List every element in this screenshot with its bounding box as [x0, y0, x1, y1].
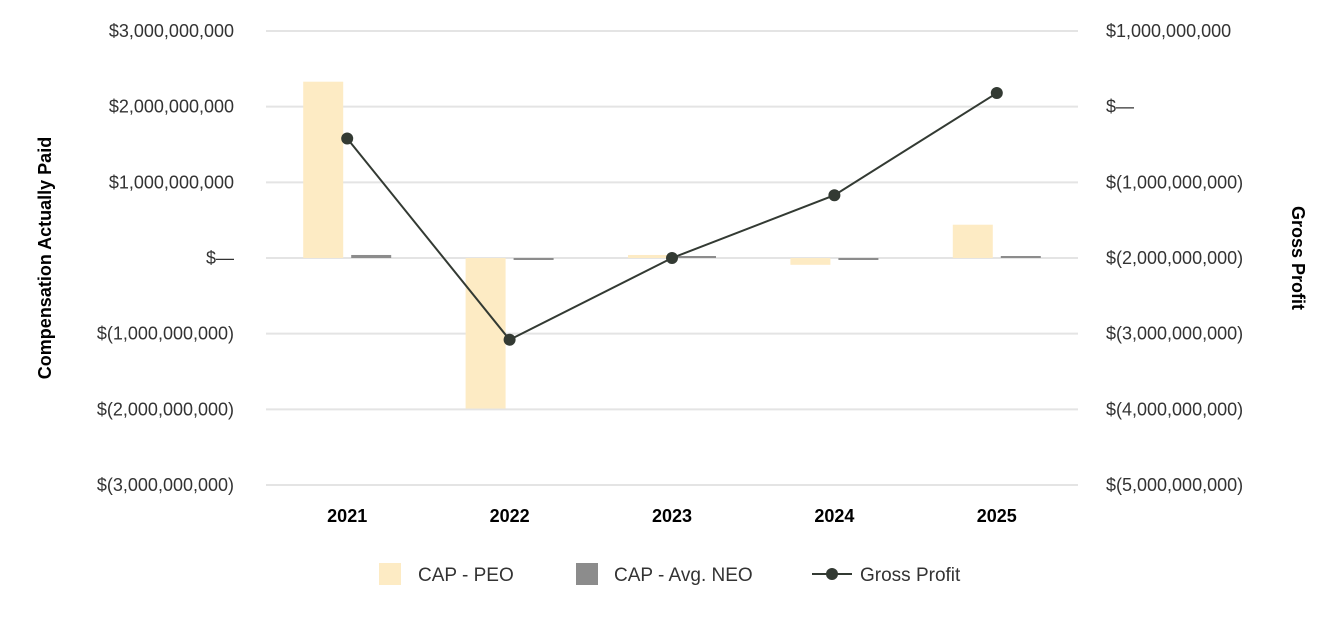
bars: [303, 81, 1041, 409]
legend-swatch-cap-avg-neo: [576, 563, 598, 585]
right-tick-label: $(2,000,000,000): [1106, 248, 1243, 268]
left-axis-ticks: $3,000,000,000 $2,000,000,000 $1,000,000,0…: [97, 21, 234, 495]
bar-cap-avg-neo: [838, 258, 879, 260]
left-axis-title: Compensation Actually Paid: [35, 137, 55, 379]
legend-swatch-gross-profit-marker: [826, 568, 838, 580]
right-tick-label: $(1,000,000,000): [1106, 172, 1243, 192]
left-tick-label: $1,000,000,000: [109, 172, 234, 192]
bar-cap-avg-neo: [1000, 256, 1041, 258]
gross-profit-point: [828, 189, 841, 202]
legend-swatch-cap-peo: [379, 563, 401, 585]
left-tick-label: $(3,000,000,000): [97, 475, 234, 495]
right-axis-ticks: $1,000,000,000 $— $(1,000,000,000) $(2,000,…: [1106, 21, 1243, 495]
bar-cap-avg-neo: [676, 256, 716, 258]
bar-cap-avg-neo: [513, 258, 554, 260]
bar-cap-peo: [628, 254, 668, 258]
gross-profit-point: [341, 132, 354, 145]
category-label: 2025: [977, 506, 1017, 526]
left-tick-label: $2,000,000,000: [109, 97, 234, 117]
right-tick-label: $(5,000,000,000): [1106, 475, 1243, 495]
gross-profit-point: [503, 333, 516, 346]
right-tick-label: $(3,000,000,000): [1106, 324, 1243, 344]
right-axis-title: Gross Profit: [1288, 206, 1308, 310]
left-tick-label: $—: [206, 248, 234, 268]
gross-profit-line: [346, 92, 998, 341]
right-tick-label: $1,000,000,000: [1106, 21, 1231, 41]
gross-profit-point: [990, 87, 1003, 100]
category-label: 2023: [652, 506, 692, 526]
bar-cap-peo: [790, 258, 831, 265]
bar-cap-peo: [465, 258, 506, 409]
bar-cap-avg-neo: [351, 254, 392, 258]
right-tick-label: $—: [1106, 97, 1134, 117]
gross-profit-line-layer: [341, 87, 1003, 346]
gross-profit-point: [666, 252, 678, 264]
legend-label: CAP - Avg. NEO: [614, 565, 753, 586]
category-label: 2021: [327, 506, 367, 526]
legend-label: Gross Profit: [860, 565, 961, 586]
left-tick-label: $3,000,000,000: [109, 21, 234, 41]
left-tick-label: $(2,000,000,000): [97, 399, 234, 419]
right-tick-label: $(4,000,000,000): [1106, 399, 1243, 419]
gridlines: [266, 30, 1078, 486]
bar-cap-peo: [303, 81, 344, 259]
left-tick-label: $(1,000,000,000): [97, 324, 234, 344]
x-axis-labels: 2021 2022 2023 2024 2025: [327, 506, 1017, 526]
legend-label: CAP - PEO: [418, 565, 514, 586]
legend: CAP - PEO CAP - Avg. NEO Gross Profit: [379, 563, 961, 586]
category-label: 2022: [490, 506, 530, 526]
bar-cap-peo: [952, 224, 993, 258]
category-label: 2024: [814, 506, 854, 526]
